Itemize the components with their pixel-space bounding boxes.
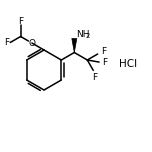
Text: F: F xyxy=(92,73,97,82)
Text: F: F xyxy=(101,47,106,57)
Text: F: F xyxy=(4,38,9,47)
Text: 2: 2 xyxy=(85,33,90,40)
Text: O: O xyxy=(28,38,35,47)
Text: F: F xyxy=(18,17,23,26)
Text: F: F xyxy=(102,58,107,67)
Text: NH: NH xyxy=(76,30,90,39)
Polygon shape xyxy=(72,38,77,52)
Text: HCl: HCl xyxy=(119,59,137,69)
